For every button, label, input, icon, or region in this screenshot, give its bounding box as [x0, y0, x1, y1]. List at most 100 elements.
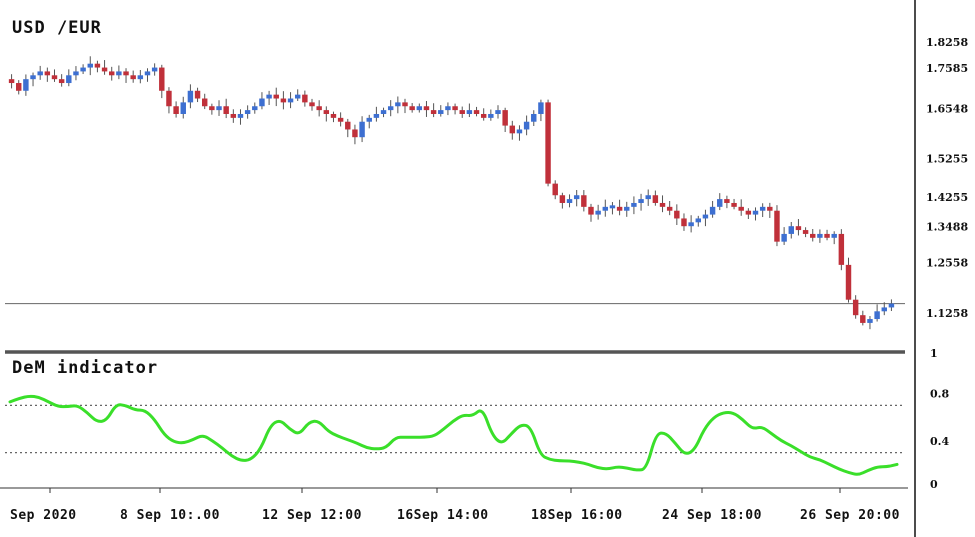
candle	[802, 227, 809, 238]
candle-body	[459, 110, 465, 114]
candle	[516, 125, 523, 141]
x-tick-label: 8 Sep 10:.00	[120, 508, 220, 523]
candle-body	[566, 199, 573, 203]
candle-body	[781, 233, 787, 242]
candle-body	[66, 75, 72, 84]
candle	[631, 196, 637, 215]
candle-body	[294, 94, 301, 99]
candle-body	[87, 63, 93, 68]
candle-body	[502, 110, 508, 126]
candle	[545, 99, 551, 187]
candle	[366, 114, 372, 129]
candle	[788, 222, 794, 239]
candle-body	[209, 106, 215, 111]
candle-body	[709, 206, 716, 215]
candle-body	[624, 206, 630, 211]
x-tick-label: Sep 2020	[10, 508, 77, 523]
candle	[173, 101, 179, 118]
candle	[695, 215, 702, 227]
candle	[294, 89, 301, 101]
candle	[681, 213, 687, 231]
chart-frame	[0, 0, 916, 537]
candle-body	[767, 206, 773, 211]
candle-body	[888, 303, 895, 308]
candle-body	[445, 106, 451, 111]
x-tick-label: 16Sep 14:00	[397, 508, 489, 523]
candle-body	[867, 319, 873, 323]
candle-body	[509, 125, 516, 134]
candle-body	[645, 195, 651, 200]
candle	[187, 84, 194, 109]
candle-body	[266, 94, 272, 99]
price-tick-label: 1.3488	[926, 221, 968, 234]
candle	[724, 195, 730, 209]
candle	[466, 103, 473, 118]
candle	[423, 101, 430, 117]
candle	[509, 120, 516, 140]
candle-body	[480, 113, 487, 118]
candle-body	[180, 102, 186, 114]
candle-body	[387, 106, 394, 111]
candle	[566, 194, 573, 208]
candle-body	[852, 299, 859, 316]
candle	[559, 192, 566, 209]
price-chart-title: USD /EUR	[12, 18, 102, 38]
candle-body	[659, 202, 666, 207]
candle	[94, 60, 101, 73]
candle-body	[724, 199, 730, 203]
candle	[137, 70, 144, 84]
candle	[37, 65, 43, 80]
candle-body	[860, 315, 866, 323]
candle	[745, 208, 752, 220]
candle	[817, 229, 823, 243]
candle-body	[237, 113, 244, 118]
candle-body	[881, 307, 887, 312]
candle	[337, 112, 344, 127]
candle	[473, 106, 480, 117]
candle	[531, 110, 537, 126]
candle-body	[101, 67, 108, 72]
candle	[502, 107, 508, 133]
candle	[380, 107, 387, 118]
candle	[359, 116, 365, 143]
candle	[201, 93, 208, 110]
dem-series-line	[8, 394, 899, 476]
candle	[352, 124, 358, 145]
candle	[638, 193, 644, 211]
candle-body	[366, 117, 372, 122]
candle-body	[130, 75, 136, 80]
candle	[23, 74, 29, 96]
dem-tick-label: 0.4	[930, 435, 949, 448]
price-tick-label: 1.7585	[926, 62, 968, 75]
candle	[323, 106, 330, 122]
candle-body	[380, 110, 387, 114]
price-tick-label: 1.8258	[926, 36, 968, 49]
candle-body	[273, 94, 279, 99]
candle	[445, 102, 451, 116]
candle-body	[545, 102, 551, 184]
candle-body	[616, 206, 623, 211]
candle	[495, 105, 501, 119]
candle	[552, 180, 558, 200]
candle-body	[810, 233, 816, 238]
price-tick-label: 1.4255	[926, 191, 968, 204]
candle-body	[845, 264, 852, 300]
candle-body	[416, 106, 423, 111]
candle	[430, 103, 437, 118]
candle-body	[745, 210, 752, 215]
candle	[452, 103, 458, 115]
candle	[144, 68, 151, 82]
candle	[8, 74, 15, 89]
candle-body	[666, 206, 673, 211]
candle-body	[538, 102, 544, 114]
candle-body	[531, 113, 537, 122]
candle	[237, 109, 244, 125]
candle-body	[702, 214, 709, 219]
candle	[860, 310, 866, 326]
candle-body	[838, 233, 845, 265]
indicator-title: DeM indicator	[12, 358, 159, 378]
candle-body	[302, 94, 308, 103]
candle	[80, 64, 86, 75]
candle-body	[759, 206, 766, 211]
